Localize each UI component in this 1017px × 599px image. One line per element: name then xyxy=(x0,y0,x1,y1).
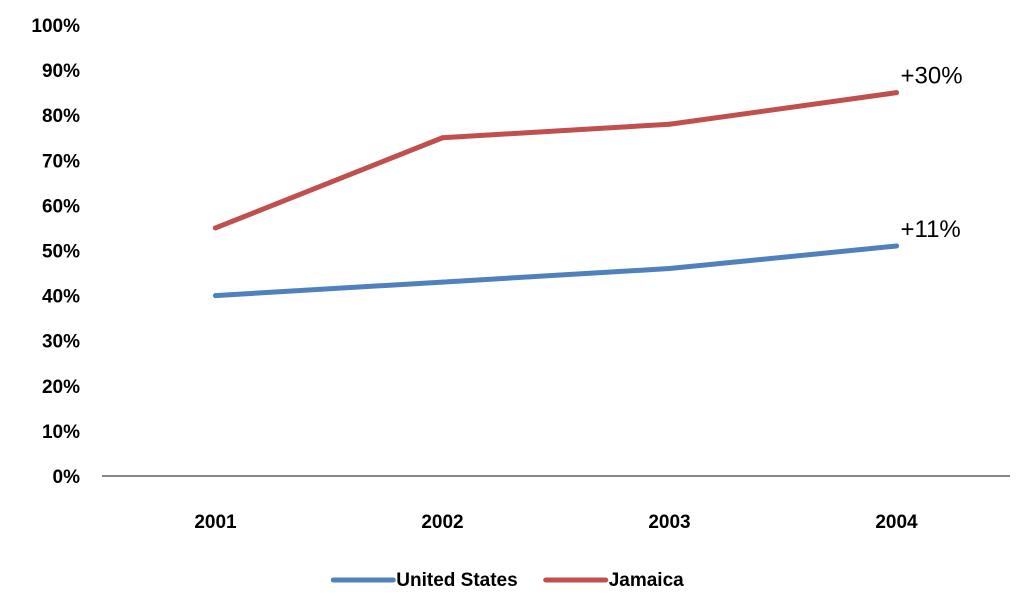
data-point-united-states-2004 xyxy=(894,243,899,249)
y-tick-label-60: 60% xyxy=(42,196,80,217)
y-tick-label-10: 10% xyxy=(42,422,80,443)
x-axis-ticks: 2001 2002 2003 2004 xyxy=(194,512,918,533)
y-tick-label-20: 20% xyxy=(42,377,80,398)
series-line-jamaica xyxy=(213,90,899,231)
y-tick-label-0: 0% xyxy=(53,467,81,488)
x-tick-label-2003: 2003 xyxy=(648,512,690,533)
y-tick-label-80: 80% xyxy=(42,106,80,127)
y-tick-label-40: 40% xyxy=(42,287,80,308)
series-line-united-states xyxy=(213,243,899,299)
data-point-united-states-2001 xyxy=(213,293,218,299)
y-tick-label-30: 30% xyxy=(42,332,80,353)
x-tick-label-2001: 2001 xyxy=(194,512,237,533)
y-tick-label-90: 90% xyxy=(42,61,80,82)
data-point-jamaica-2001 xyxy=(213,225,218,231)
x-tick-label-2002: 2002 xyxy=(421,512,463,533)
x-tick-label-2004: 2004 xyxy=(875,512,918,533)
annotation-jamaica: +30% xyxy=(901,63,963,90)
legend-label-jamaica: Jamaica xyxy=(609,570,684,591)
annotations: +30% +11% xyxy=(901,63,963,243)
legend: United States Jamaica xyxy=(330,570,684,591)
data-point-jamaica-2004 xyxy=(894,90,899,96)
data-point-united-states-2002 xyxy=(440,279,445,285)
y-axis-ticks: 0% 10% 20% 30% 40% 50% 60% 70% 80% 90% 100% xyxy=(31,16,80,488)
y-tick-label-100: 100% xyxy=(31,16,80,37)
y-tick-label-70: 70% xyxy=(42,151,80,172)
data-point-jamaica-2002 xyxy=(440,135,445,141)
legend-label-united-states: United States xyxy=(396,570,517,591)
y-tick-label-50: 50% xyxy=(42,242,80,263)
data-point-united-states-2003 xyxy=(667,266,672,272)
data-point-jamaica-2003 xyxy=(667,121,672,127)
annotation-united-states: +11% xyxy=(901,216,961,243)
series-lines xyxy=(213,90,899,299)
